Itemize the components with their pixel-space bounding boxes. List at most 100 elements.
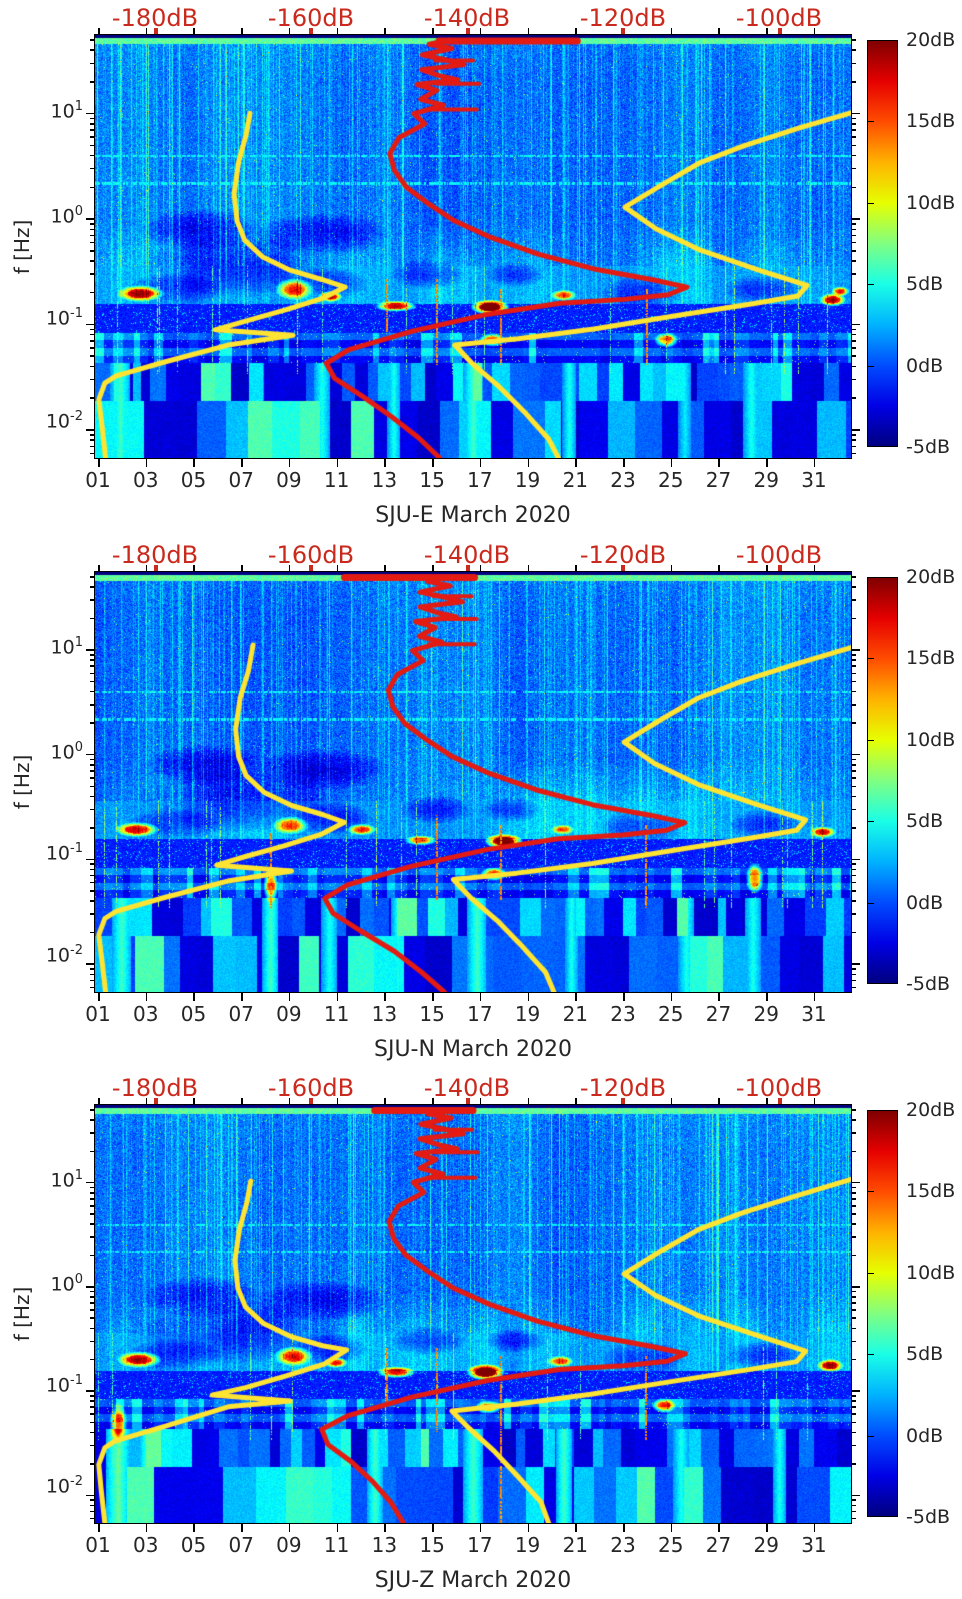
top-axis-red-tick: [777, 565, 782, 571]
top-db-label: -180dB: [111, 1074, 199, 1102]
axis-tick: [90, 973, 94, 976]
axis-tick: [852, 1198, 856, 1200]
axis-tick: [288, 1524, 291, 1532]
axis-tick: [852, 129, 856, 131]
axis-tick: [852, 397, 856, 399]
x-tick-label: 19: [514, 468, 541, 492]
axis-tick: [852, 1236, 856, 1238]
spectrogram-canvas: [95, 572, 851, 992]
axis-tick: [852, 654, 856, 656]
axis-tick: [852, 890, 856, 892]
colorbar-label: 0dB: [906, 891, 944, 914]
axis-tick: [852, 1390, 860, 1392]
axis-tick: [852, 1463, 856, 1465]
axis-tick: [336, 1524, 339, 1532]
axis-tick: [193, 1098, 195, 1104]
axis-tick: [384, 28, 386, 34]
y-tick-label: 101: [50, 1167, 83, 1192]
top-axis-red-tick: [465, 28, 470, 34]
axis-tick: [852, 777, 856, 779]
axis-tick: [852, 1309, 856, 1311]
axis-tick: [288, 1098, 291, 1104]
axis-tick: [90, 1358, 94, 1361]
x-tick-label: 09: [276, 1533, 302, 1557]
axis-tick: [145, 1524, 148, 1532]
axis-tick: [90, 136, 94, 138]
x-tick-label: 27: [705, 1002, 732, 1026]
axis-tick: [90, 968, 94, 970]
axis-tick: [852, 863, 856, 865]
axis-tick: [90, 680, 94, 683]
axis-tick: [90, 1223, 94, 1225]
x-tick-label: 05: [180, 1533, 207, 1557]
top-axis-red-tick: [153, 1098, 158, 1104]
y-tick-label: 10-2: [45, 1474, 83, 1498]
axis-tick: [86, 112, 94, 115]
axis-tick: [90, 397, 94, 399]
x-tick-label: 31: [801, 468, 827, 492]
axis-tick: [90, 900, 94, 902]
axis-tick: [852, 868, 856, 871]
top-db-label: -140dB: [423, 1074, 511, 1102]
axis-tick: [336, 993, 339, 1001]
axis-tick: [852, 434, 856, 436]
axis-tick: [852, 770, 856, 772]
axis-tick: [90, 347, 94, 349]
x-tick-label: 17: [467, 468, 493, 492]
colorbar-tick: [868, 121, 874, 123]
top-axis-red-tick: [309, 28, 314, 34]
axis-tick: [479, 1098, 482, 1104]
spectrogram-canvas: [95, 35, 851, 458]
top-axis-red-tick: [621, 565, 626, 571]
axis-tick: [852, 291, 856, 294]
axis-tick: [852, 785, 856, 787]
axis-tick: [90, 722, 94, 724]
axis-tick: [852, 186, 856, 189]
axis-tick: [852, 1317, 856, 1319]
axis-tick: [90, 931, 94, 934]
x-tick-label: 25: [658, 468, 684, 492]
top-db-label: -180dB: [111, 4, 199, 32]
axis-tick: [90, 758, 94, 761]
axis-tick: [852, 672, 856, 674]
axis-tick: [852, 808, 856, 811]
colorbar-label: -5dB: [906, 1506, 951, 1528]
axis-tick: [90, 665, 94, 667]
axis-tick: [90, 863, 94, 865]
x-tick-label: 21: [562, 468, 589, 492]
colorbar-label: 15dB: [906, 110, 956, 133]
axis-tick: [90, 260, 94, 262]
axis-tick: [90, 913, 94, 915]
axis-tick: [384, 565, 386, 571]
axis-tick: [90, 1431, 94, 1434]
axis-tick: [90, 795, 94, 798]
y-tick-label: 100: [50, 1271, 83, 1296]
x-tick-label: 07: [228, 1002, 254, 1026]
x-tick-label: 19: [514, 1533, 541, 1557]
axis-tick: [527, 1524, 530, 1532]
axis-tick: [852, 365, 856, 368]
axis-tick: [852, 1205, 856, 1207]
colorbar: [867, 40, 898, 447]
colorbar: [867, 577, 898, 984]
top-axis-red-tick: [621, 1098, 626, 1104]
axis-tick: [384, 1524, 386, 1532]
axis-tick: [90, 39, 94, 41]
colorbar-tick: [868, 658, 874, 660]
axis-tick: [670, 993, 673, 1001]
axis-tick: [241, 993, 243, 1001]
axis-tick: [718, 1098, 720, 1104]
colorbar-label: 10dB: [906, 728, 956, 751]
axis-tick: [852, 753, 860, 756]
colorbar-tick: [868, 202, 874, 204]
x-tick-label: 23: [610, 1002, 636, 1026]
axis-tick: [288, 459, 291, 467]
y-tick-label: 10-1: [45, 1372, 83, 1397]
panel-title: SJU-Z March 2020: [374, 1568, 572, 1593]
axis-tick: [90, 868, 94, 871]
axis-tick: [90, 1236, 94, 1238]
colorbar-label: 10dB: [906, 191, 956, 214]
axis-tick: [90, 1186, 94, 1189]
axis-tick: [193, 565, 195, 571]
axis-tick: [86, 1286, 94, 1288]
